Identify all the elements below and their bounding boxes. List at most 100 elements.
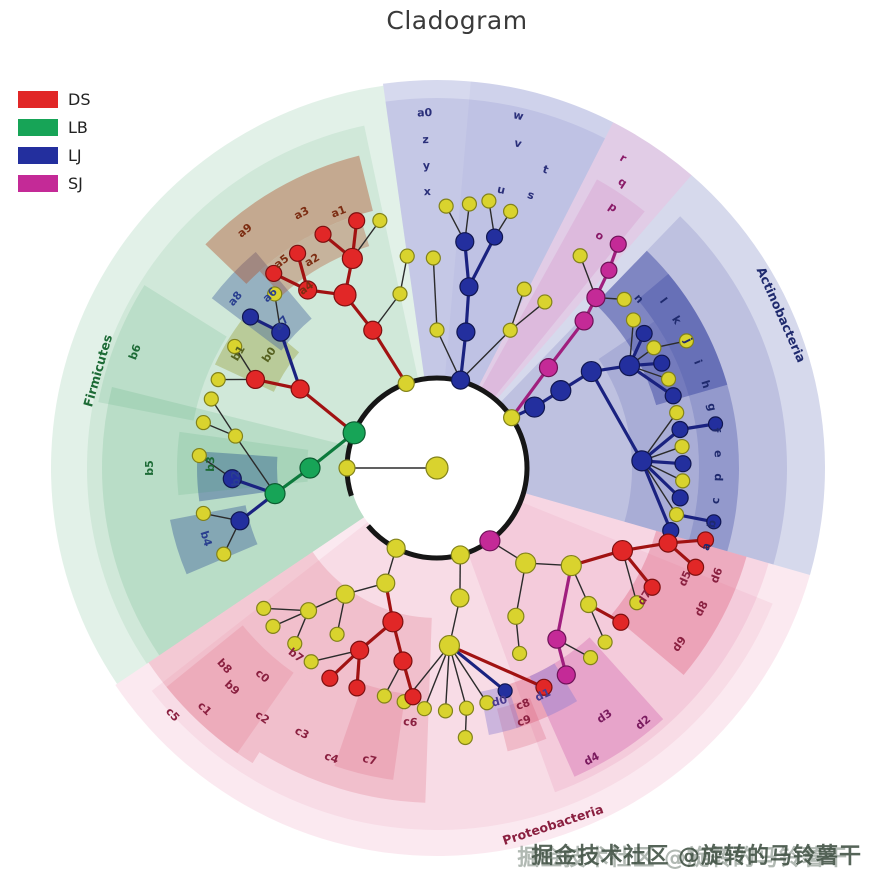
sector [87,125,419,664]
tree-node [429,322,445,338]
tree-node [195,505,211,522]
tree-node [227,338,243,355]
tree-node [479,695,495,711]
tree-node [397,374,415,393]
tree-edge [423,645,451,709]
tree-node [515,552,537,574]
taxon-label-b4: b4 [198,529,215,548]
legend-item-DS: DS [18,90,90,109]
tree-node [535,678,553,696]
tree-node [376,573,396,593]
tree-edge [589,370,644,462]
tree-node [382,611,404,633]
sector [529,663,578,717]
sector [383,80,692,402]
sector [595,250,728,406]
tree-edge [448,644,507,693]
tree-node [696,531,715,549]
tree-node [481,193,497,209]
tree-edge [234,435,276,495]
tree-node [497,683,513,699]
tree-node [241,308,260,326]
tree-node [675,473,691,489]
tree-node [580,360,602,383]
taxon-label-w: w [512,108,525,123]
taxon-label-c: c [709,497,723,505]
tree-edge [640,460,673,532]
taxon-label-a1: a1 [329,203,348,221]
legend-label: LJ [68,146,82,165]
tree-node [392,286,408,302]
tree-node [574,311,594,331]
tree-edge [641,460,678,515]
legend-label: SJ [68,174,83,193]
tree-node [643,578,661,596]
tree-node [455,232,475,252]
tree-node [350,640,370,660]
taxon-label-s: s [526,188,537,203]
tree-node [664,387,682,405]
taxon-label-a3: a3 [292,204,311,223]
tree-node [341,247,363,270]
tree-node [580,595,598,614]
tree-edge [547,319,586,369]
tree-node [191,447,207,464]
tree-node [256,600,272,616]
tree-node [333,283,357,307]
tree-node [674,455,692,473]
sector [98,285,227,421]
tree-node [671,489,689,507]
taxon-label-y: y [423,159,431,172]
tree-node [459,277,479,297]
tree-node [550,380,572,402]
taxon-label-z: z [422,133,429,146]
tree-node [264,483,286,505]
taxon-label-c7: c7 [361,752,378,768]
tree-node [507,607,525,625]
tree-node [586,287,606,308]
taxon-label-d6: d6 [708,565,726,584]
tree-node [271,322,291,342]
legend-item-LJ: LJ [18,146,90,165]
taxon-label-d8: d8 [692,599,711,619]
sector [444,81,614,390]
tree-node [461,196,478,212]
tree-node [203,391,219,407]
tree-node [321,669,339,687]
tree-edge [448,645,488,704]
sector [479,179,645,400]
taxon-label-c6: c6 [403,715,419,729]
taxon-label-c8: c8 [514,696,532,713]
sector [334,683,406,780]
taxon-label-l: l [657,295,670,306]
tree-node [625,312,642,328]
tree-node [582,650,599,666]
taxon-label-a: a [699,541,714,552]
watermark: 掘金技术社区 @旋转的马铃薯干 [531,844,862,869]
tree-edge [510,366,550,419]
tree-node [227,428,244,444]
tree-node [658,533,678,553]
taxon-label-b5: b5 [143,460,156,476]
sector [503,676,548,729]
taxon-label-x: x [424,185,432,198]
tree-node [425,250,441,266]
tree-node [671,420,689,439]
tree-node [560,554,582,577]
tree-node [245,369,266,390]
tree-node [503,409,521,427]
tree-node [457,729,473,746]
legend-item-SJ: SJ [18,174,90,193]
tree-node [335,584,355,604]
tree-node [376,688,392,704]
tree-node [669,405,685,421]
tree-node [660,371,677,387]
taxon-label-b3: b3 [204,456,217,472]
sector [214,310,300,392]
tree-node [290,379,310,399]
tree-node [456,322,476,342]
tree-node [265,618,281,634]
tree-node [303,654,319,670]
tree-node [222,469,242,489]
